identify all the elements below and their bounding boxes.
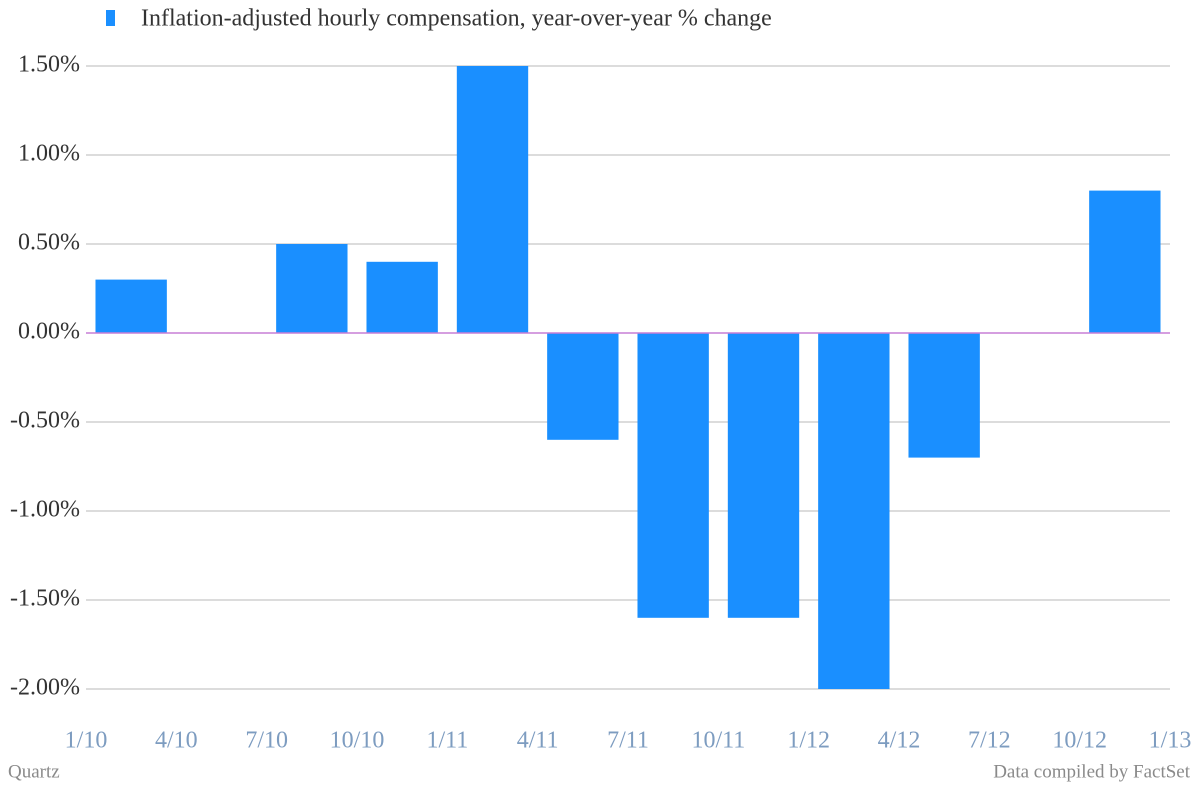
- y-tick-label: 0.00%: [18, 319, 80, 345]
- legend-label: Inflation-adjusted hourly compensation, …: [141, 6, 772, 32]
- x-tick-label: 1/10: [65, 728, 108, 754]
- y-tick-label: 1.50%: [18, 52, 80, 78]
- bar: [456, 66, 529, 333]
- x-tick-label: 1/11: [426, 728, 468, 754]
- bar: [276, 244, 348, 333]
- y-tick-label: -1.50%: [10, 586, 80, 612]
- x-tick-label: 1/12: [787, 728, 830, 754]
- x-tick-label: 4/11: [517, 728, 559, 754]
- bar: [95, 279, 167, 333]
- x-tick-label: 10/12: [1052, 728, 1107, 754]
- y-tick-label: -1.00%: [10, 497, 80, 523]
- source-right: Data compiled by FactSet: [993, 761, 1191, 782]
- bar: [637, 333, 709, 618]
- bar: [547, 333, 619, 440]
- y-tick-label: -0.50%: [10, 408, 80, 434]
- bar: [818, 333, 890, 689]
- source-left: Quartz: [8, 761, 60, 782]
- x-tick-label: 7/11: [607, 728, 649, 754]
- y-tick-label: 1.00%: [18, 141, 80, 167]
- y-tick-label: -2.00%: [10, 675, 80, 701]
- x-tick-label: 7/12: [968, 728, 1011, 754]
- x-tick-label: 1/13: [1149, 728, 1192, 754]
- legend-swatch: [106, 10, 115, 26]
- x-tick-label: 4/10: [155, 728, 198, 754]
- x-tick-label: 4/12: [878, 728, 921, 754]
- bar: [366, 261, 438, 333]
- bar: [727, 333, 800, 618]
- x-tick-label: 10/11: [691, 728, 745, 754]
- y-tick-label: 0.50%: [18, 230, 80, 256]
- bar: [1089, 190, 1161, 333]
- x-tick-label: 7/10: [245, 728, 288, 754]
- x-tick-label: 10/10: [330, 728, 385, 754]
- bar: [908, 333, 980, 458]
